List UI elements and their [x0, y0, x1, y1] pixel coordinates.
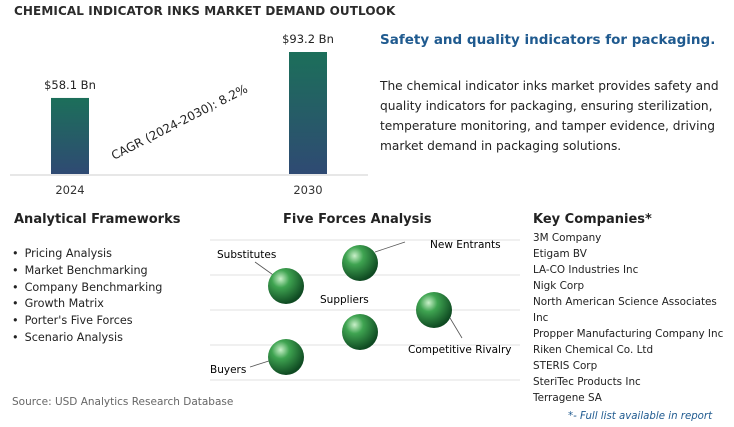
label-competitive-rivalry: Competitive Rivalry	[408, 344, 512, 356]
company-item: STERIS Corp	[533, 360, 598, 372]
company-item: 3M Company	[533, 232, 602, 244]
company-item: North American Science Associates Inc	[533, 296, 717, 324]
value-label: $58.1 Bn	[44, 78, 96, 92]
bar-2024	[51, 97, 89, 174]
company-item: LA-CO Industries Inc	[533, 264, 639, 276]
company-item: Riken Chemical Co. Ltd	[533, 344, 654, 356]
five-forces-title: Five Forces Analysis	[283, 212, 432, 227]
bar-2030	[289, 52, 327, 174]
company-item: Etigam BV	[533, 248, 587, 260]
force-ball-rivalry	[416, 292, 452, 328]
headline: Safety and quality indicators for packag…	[380, 32, 716, 48]
label-new-entrants: New Entrants	[430, 239, 501, 251]
source-note: Source: USD Analytics Research Database	[12, 396, 234, 408]
company-item: Nigk Corp	[533, 280, 585, 292]
force-ball-buyers	[268, 339, 304, 375]
description: The chemical indicator inks market provi…	[380, 79, 719, 153]
framework-item: Company Benchmarking	[12, 280, 163, 297]
framework-item: Porter's Five Forces	[12, 313, 162, 330]
footnote: *- Full list available in report	[568, 411, 713, 422]
page-title: CHEMICAL INDICATOR INKS MARKET DEMAND OU…	[14, 4, 396, 18]
x-tick-label: 2024	[55, 183, 84, 197]
five-forces-diagram: Substitutes New Entrants Suppliers Compe…	[210, 239, 520, 381]
force-ball-suppliers	[342, 314, 378, 350]
cagr-annotation: CAGR (2024-2030): 8.2%	[109, 82, 250, 163]
label-buyers: Buyers	[210, 364, 246, 376]
companies-list: 3M Company Etigam BV LA-CO Industries Inc N…	[533, 230, 734, 406]
framework-item: Growth Matrix	[12, 296, 162, 313]
bar-chart: $58.1 Bn 2024 $93.2 Bn 2030 CAGR (2024-2030…	[10, 32, 368, 197]
force-ball-new-entrants	[342, 245, 378, 281]
connector-buyers	[249, 359, 273, 368]
frameworks-list: Pricing AnalysisMarket BenchmarkingCompa…	[12, 246, 163, 347]
framework-item: Scenario Analysis	[12, 330, 162, 347]
framework-item: Pricing Analysis	[12, 246, 162, 263]
force-ball-substitutes	[268, 268, 304, 304]
label-suppliers: Suppliers	[320, 294, 369, 306]
framework-item: Market Benchmarking	[12, 263, 162, 280]
label-substitutes: Substitutes	[217, 249, 276, 261]
x-tick-label: 2030	[293, 183, 322, 197]
companies-title: Key Companies*	[533, 212, 652, 227]
frameworks-title: Analytical Frameworks	[14, 212, 181, 227]
company-item: Terragene SA	[533, 392, 602, 404]
company-item: Propper Manufacturing Company Inc	[533, 328, 724, 340]
connector-new-entrants	[374, 241, 406, 253]
value-label: $93.2 Bn	[282, 32, 334, 46]
company-item: SteriTec Products Inc	[533, 376, 641, 388]
connector-rivalry	[449, 317, 463, 339]
